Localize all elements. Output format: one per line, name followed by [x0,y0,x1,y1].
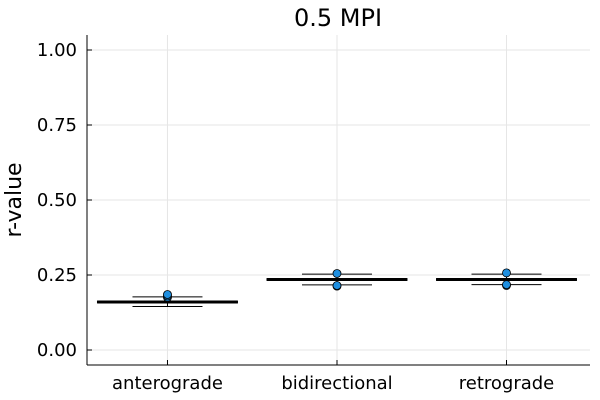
x-tick-labels: anterograde bidirectional retrograde [112,373,554,394]
y-tick-label-0: 0.00 [37,340,77,361]
x-tick-label-1: bidirectional [281,373,392,394]
y-tick-label-1: 0.25 [37,265,77,286]
y-tick-label-4: 1.00 [37,40,77,61]
y-tick-label-2: 0.50 [37,190,77,211]
chart-title: 0.5 MPI [294,4,382,32]
data-point-retrograde-1 [502,280,511,290]
data-point-anterograde-2 [163,290,172,299]
y-tick-labels: 0.00 0.25 0.50 0.75 1.00 [37,40,77,361]
data-point-bidirectional-2 [332,269,342,278]
grid-lines [87,35,590,365]
boxes [96,273,578,307]
data-point-bidirectional-1 [332,281,342,290]
data-point-retrograde-2 [502,268,511,278]
x-tick-label-0: anterograde [112,373,223,394]
y-tick-label-3: 0.75 [37,115,77,136]
y-axis-label: r-value [2,162,27,237]
data-points [163,268,511,302]
axes [86,35,590,366]
x-tick-label-2: retrograde [459,373,555,394]
